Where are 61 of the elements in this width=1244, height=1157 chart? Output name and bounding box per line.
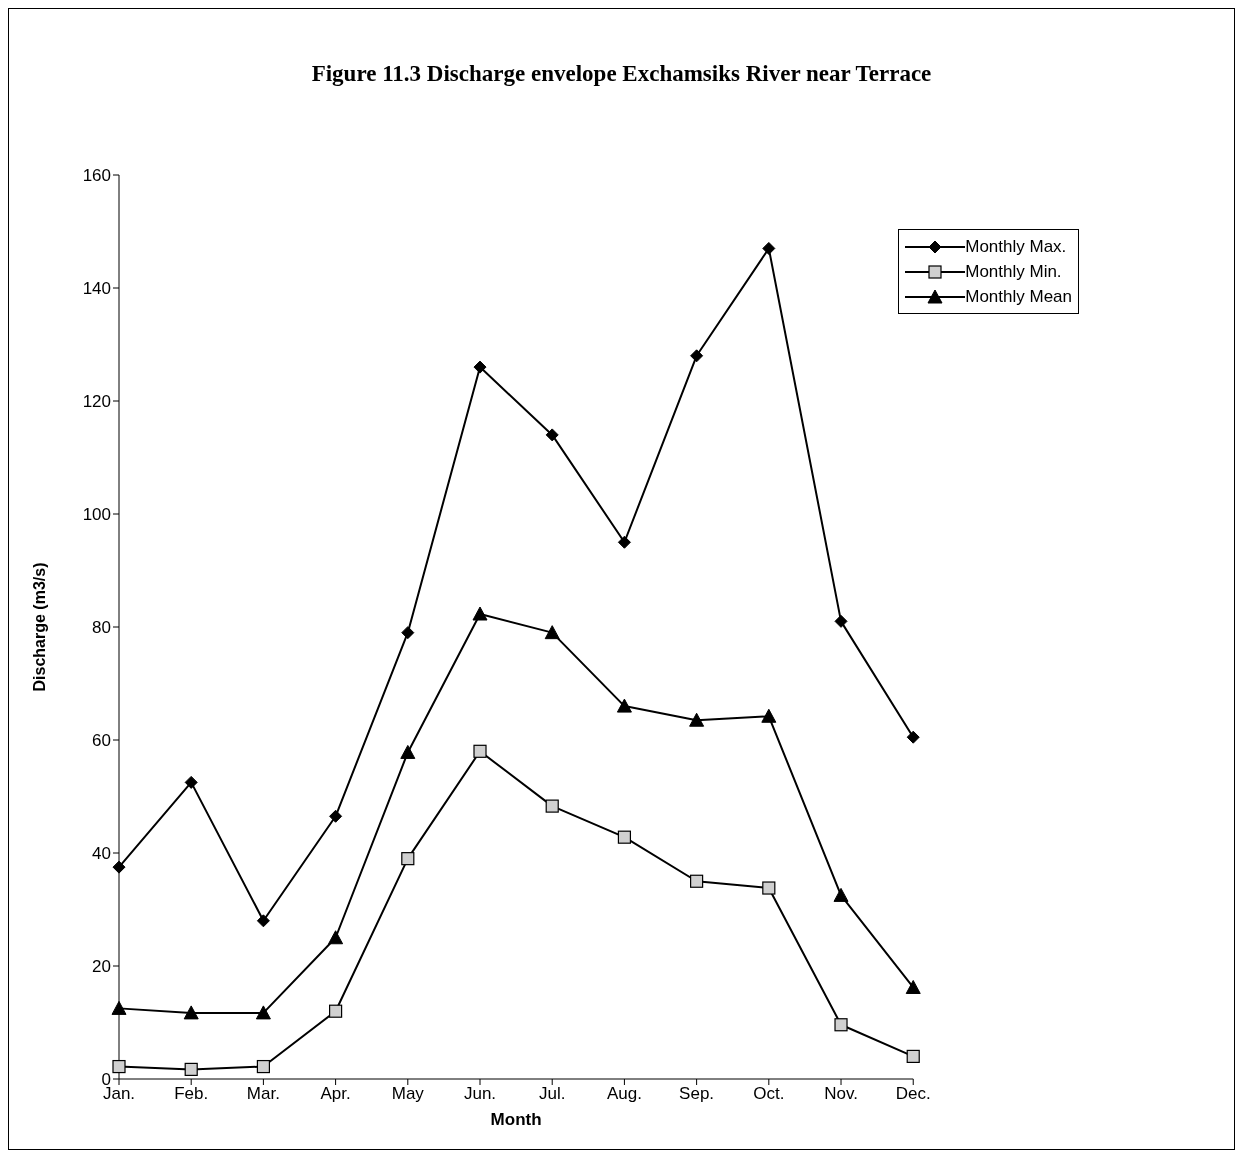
point (400, 744, 416, 759)
point (256, 914, 270, 928)
point (111, 1000, 127, 1015)
y-tick-label: 160 (82, 166, 111, 186)
point (689, 712, 705, 727)
point (833, 887, 849, 902)
y-axis-title: Discharge (m3/s) (30, 562, 48, 692)
point (545, 428, 559, 442)
point (905, 979, 921, 994)
point (690, 874, 704, 888)
legend-label: Monthly Mean (965, 286, 1072, 307)
legend-label: Monthly Max. (965, 236, 1067, 257)
y-tick-label: 120 (82, 392, 111, 412)
point (762, 881, 776, 895)
y-tick-label: 40 (92, 844, 111, 864)
x-tick-label: Apr. (320, 1084, 351, 1104)
legend-label: Monthly Min. (965, 261, 1062, 282)
point (545, 799, 559, 813)
point (834, 1018, 848, 1032)
point (617, 830, 632, 844)
x-tick-label: Dec. (895, 1084, 931, 1104)
point (544, 625, 560, 640)
x-tick-label: Mar. (246, 1084, 280, 1104)
x-tick-label: May (391, 1084, 425, 1104)
point (328, 930, 344, 945)
point (329, 809, 343, 823)
point (761, 708, 777, 723)
point (906, 730, 920, 744)
point (183, 1005, 199, 1020)
point (401, 626, 415, 640)
point (473, 360, 487, 374)
point (762, 241, 776, 255)
chart-title: Figure 11.3 Discharge envelope Exchamsiks River near Terrace (310, 61, 933, 87)
point (184, 1062, 198, 1076)
point (401, 852, 415, 866)
x-tick-label: Feb. (174, 1084, 209, 1104)
y-tick-label: 140 (82, 279, 111, 299)
point (906, 1049, 920, 1063)
point (690, 349, 704, 363)
point (256, 1059, 270, 1074)
point (616, 698, 632, 713)
point (329, 1004, 343, 1018)
x-tick-label: Nov. (824, 1084, 858, 1104)
point (473, 744, 487, 758)
x-tick-label: Oct. (753, 1084, 785, 1104)
x-axis-title: Month (490, 1110, 542, 1129)
y-tick-label: 60 (92, 731, 111, 751)
point (472, 606, 488, 621)
y-tick-label: 20 (92, 957, 111, 977)
point (617, 535, 631, 549)
point (112, 860, 126, 874)
x-tick-label: Jun. (463, 1084, 497, 1104)
point (834, 614, 848, 628)
point (255, 1005, 271, 1020)
y-tick-label: 80 (92, 618, 111, 638)
point (184, 775, 198, 789)
x-tick-label: Aug. (606, 1084, 642, 1104)
x-tick-label: Sep. (679, 1084, 715, 1104)
y-tick-label: 100 (82, 505, 111, 525)
point (112, 1059, 126, 1074)
x-tick-label: Jul. (538, 1084, 566, 1104)
